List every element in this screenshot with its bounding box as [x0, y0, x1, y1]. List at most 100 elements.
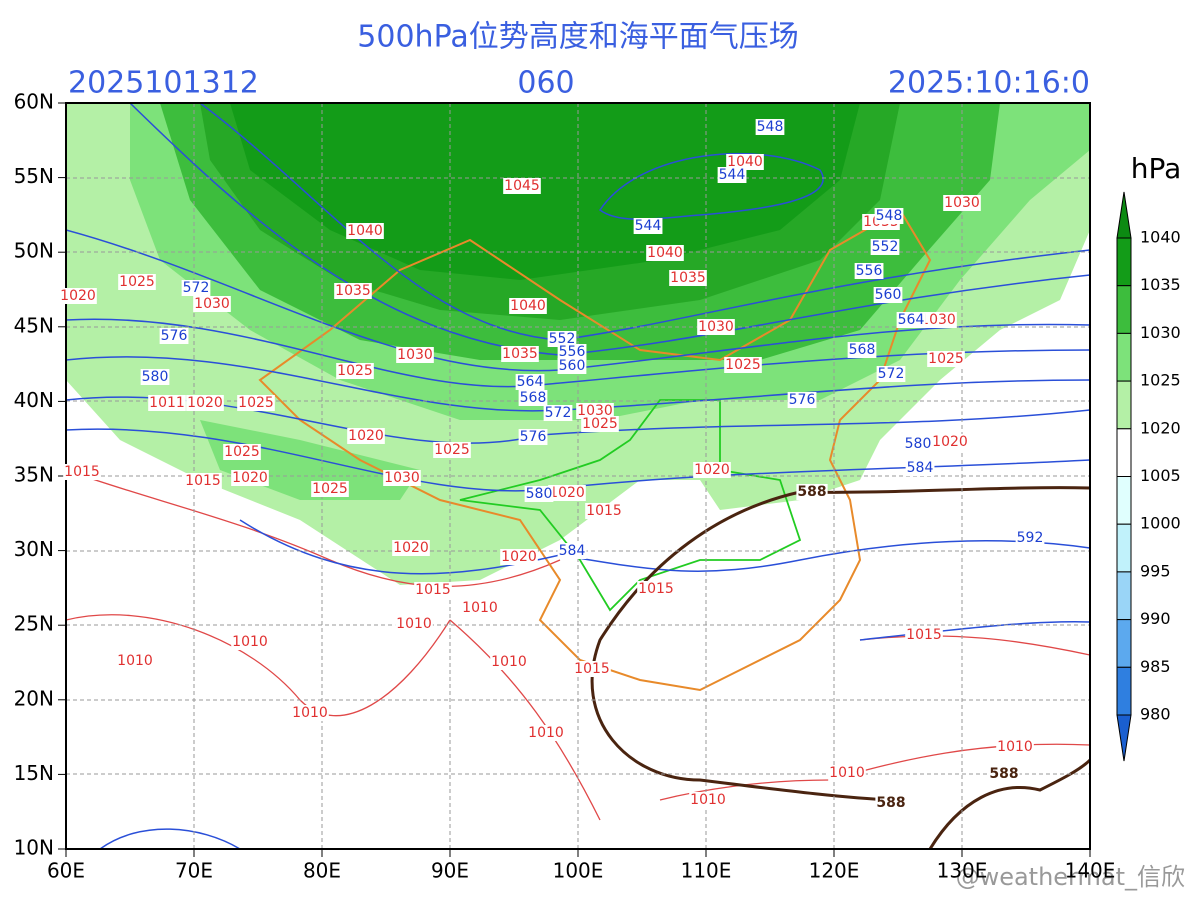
contour-label-box	[347, 428, 385, 444]
contour-label: 1010	[396, 616, 432, 632]
contour-label-box	[870, 239, 900, 255]
colorbar-unit: hPa	[1131, 152, 1182, 185]
contour-label-box	[1015, 530, 1045, 546]
colorbar-segment	[1116, 571, 1132, 621]
contour-label: 1010	[690, 792, 726, 808]
colorbar-label: 1025	[1140, 371, 1181, 390]
colorbar-label: 990	[1140, 609, 1171, 628]
contour-label: 1020	[549, 485, 585, 501]
contour-label-box	[231, 634, 269, 650]
contour-label: 588	[989, 766, 1018, 782]
contour-label-box	[503, 178, 541, 194]
contour-label: 1030	[194, 296, 230, 312]
contour-label: 1010	[491, 654, 527, 670]
contour-label-box	[669, 270, 707, 286]
contour-label-box	[311, 481, 349, 497]
colorbar-label: 1005	[1140, 466, 1181, 485]
colorbar-label: 1000	[1140, 514, 1181, 533]
contour-label-box	[726, 154, 764, 170]
contour-label: 592	[1017, 530, 1044, 546]
lat-label: 25N	[14, 612, 54, 636]
contour-label-box	[490, 654, 528, 670]
contour-label: 1020	[393, 540, 429, 556]
contour-label: 1010	[829, 765, 865, 781]
contour-label: 1025	[725, 357, 761, 373]
contour-label: 576	[520, 429, 547, 445]
contour-label-box	[291, 705, 329, 721]
contour-label: 1030	[577, 403, 613, 419]
contour-label-box	[854, 263, 884, 279]
contour-label-box	[637, 581, 675, 597]
contour-label: 1025	[238, 395, 274, 411]
contour-label: 1025	[337, 363, 373, 379]
contour-label-box	[501, 346, 539, 362]
contour-label: 1040	[727, 154, 763, 170]
contour-label-box	[59, 288, 97, 304]
contour-label: 1025	[312, 481, 348, 497]
lon-label: 70E	[175, 859, 213, 883]
contour-label: 572	[183, 280, 210, 296]
contour-label: 576	[161, 328, 188, 344]
contour-label-box	[919, 312, 957, 328]
contour-label: 1030	[384, 470, 420, 486]
contour-label-box	[646, 245, 684, 261]
colorbar-top	[1116, 191, 1132, 239]
ridge-588	[590, 486, 1090, 849]
contour-label-box	[689, 792, 727, 808]
colorbar-segment	[1116, 332, 1132, 382]
contour-label-box	[633, 218, 663, 234]
contour-label: 568	[849, 342, 876, 358]
contour-label-box	[787, 392, 817, 408]
contour-label: 1010	[997, 739, 1033, 755]
contour-label: 1020	[694, 462, 730, 478]
lat-label: 50N	[14, 239, 54, 263]
contour-label: 1025	[224, 444, 260, 460]
lat-label: 55N	[14, 164, 54, 188]
colorbar-bottom	[1116, 714, 1132, 762]
lon-label: 60E	[47, 859, 85, 883]
contour-label: 564	[898, 312, 925, 328]
colorbar-segment	[1116, 428, 1132, 477]
contour-label: 548	[876, 208, 903, 224]
contour-label-box	[557, 358, 587, 374]
contour-label: 552	[549, 331, 576, 347]
contour-label-box	[796, 484, 828, 500]
contour-label: 1040	[510, 298, 546, 314]
contour-label: 1030	[397, 347, 433, 363]
contour-label-box	[943, 195, 981, 211]
contour-label: 580	[905, 436, 932, 452]
contour-label-box	[346, 223, 384, 239]
contour-label: 1010	[528, 725, 564, 741]
contour-label: 1010	[117, 653, 153, 669]
contour-label: 588	[797, 484, 826, 500]
contour-label-box	[847, 342, 877, 358]
contour-label-box	[500, 549, 538, 565]
contour-label-box	[181, 280, 211, 296]
contour-label: 544	[635, 218, 662, 234]
init-time: 2025101312	[68, 66, 259, 101]
colorbar-segment	[1116, 476, 1132, 525]
contour-label-box	[518, 390, 548, 406]
contour-label: 560	[559, 358, 586, 374]
contour-label: 1015	[415, 582, 451, 598]
contour-label-box	[543, 405, 573, 421]
contour-label-box	[548, 485, 586, 501]
contour-label-box	[193, 296, 231, 312]
contour-label-box	[828, 765, 866, 781]
colorbar-segment	[1116, 666, 1132, 716]
contour-label-box	[717, 167, 747, 183]
lat-label: 15N	[14, 761, 54, 785]
lat-label: 45N	[14, 313, 54, 337]
colorbar-label: 985	[1140, 657, 1171, 676]
contour-label: 580	[526, 486, 553, 502]
contour-label-box	[873, 287, 903, 303]
pressure-fill-1040	[230, 103, 860, 280]
contour-label-box	[585, 503, 623, 519]
colorbar-label: 995	[1140, 561, 1171, 580]
contour-label: 1015	[906, 627, 942, 643]
contour-label-box	[573, 661, 611, 677]
contour-label: 1011	[149, 395, 185, 411]
contour-label-box	[557, 543, 587, 559]
contour-label: 580	[142, 369, 169, 385]
